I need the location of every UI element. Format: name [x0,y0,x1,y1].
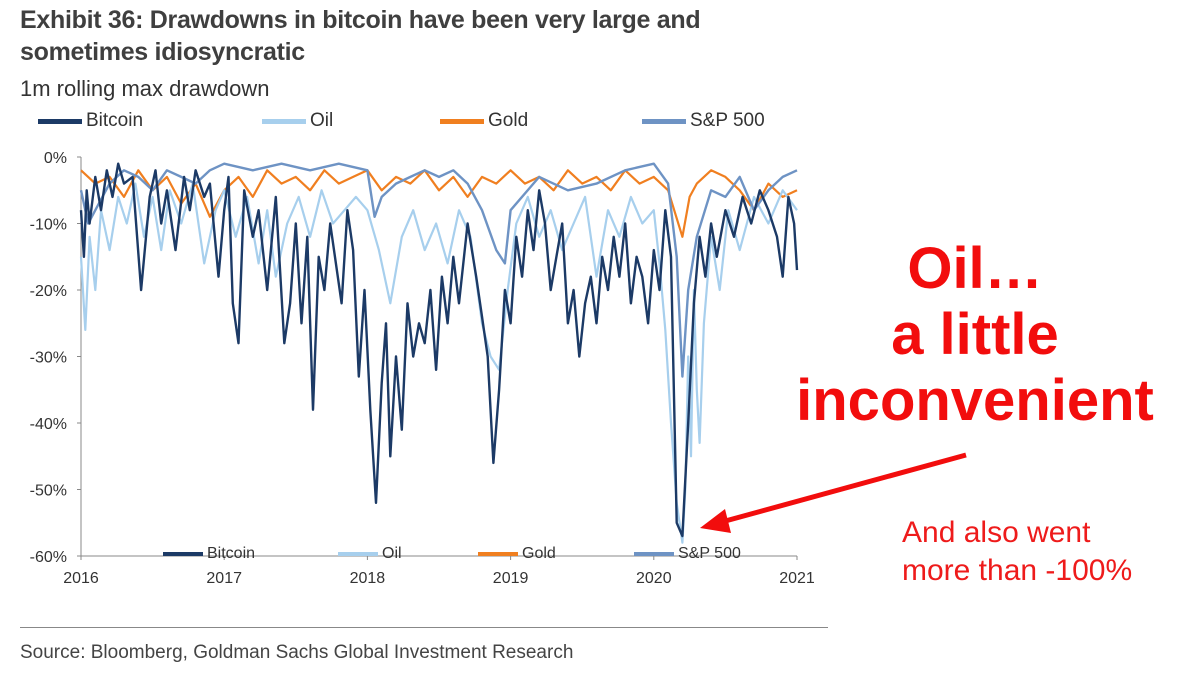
legend-label-gold: Gold [488,110,529,131]
x-tick-label: 2017 [206,570,242,587]
x-tick-label: 2016 [63,570,99,587]
legend-item-gold: Gold [440,110,528,132]
legend-swatch-oil [262,118,306,124]
series-line-gold [80,169,798,238]
y-tick-label: 0% [44,150,67,167]
chart-subtitle: 1m rolling max drawdown [20,76,270,101]
chart-title: Exhibit 36: Drawdowns in bitcoin have be… [20,6,701,66]
annotation-headline: Oil… a little inconvenient [750,236,1200,434]
legend-bottom-sp500: S&P 500 [634,545,741,563]
legend-bottom-gold: Gold [478,545,556,563]
annotation-note-2: more than -100% [902,554,1133,587]
legend-bottom-swatch-bitcoin [163,552,203,556]
annotation-note: And also went more than -100% [902,514,1132,590]
legend-label-bitcoin: Bitcoin [86,110,144,131]
legend-swatch-gold [440,118,484,124]
legend-bottom-oil: Oil [338,545,402,563]
legend-bottom-swatch-oil [338,552,378,556]
legend-bottom-bitcoin: Bitcoin [163,545,255,563]
legend-swatch-bitcoin [38,118,82,124]
x-tick-label: 2020 [636,570,672,587]
legend-bottom-swatch-sp500 [634,552,674,556]
legend-item-sp500: S&P 500 [642,110,765,132]
x-tick-label: 2018 [350,570,386,587]
legend-bottom-label-bitcoin: Bitcoin [207,545,256,562]
legend-item-bitcoin: Bitcoin [38,110,143,132]
legend-label-oil: Oil [310,110,334,131]
x-tick-label: 2021 [779,570,815,587]
legend-label-sp500: S&P 500 [690,110,765,131]
source-divider [20,627,828,628]
legend-bottom-label-sp500: S&P 500 [678,545,741,562]
annotation-arrow-shaft [717,452,967,526]
legend-bottom-swatch-gold [478,552,518,556]
annotation-line-1: Oil… [907,236,1043,301]
y-tick-label: -20% [30,283,67,300]
legend-swatch-sp500 [642,118,686,124]
x-tick-label: 2019 [493,570,529,587]
y-tick-label: -30% [30,350,67,367]
legend-bottom-label-gold: Gold [522,545,556,562]
y-tick-label: -60% [30,549,67,566]
y-tick-label: -40% [30,416,67,433]
legend-bottom-label-oil: Oil [382,545,402,562]
y-tick-label: -50% [30,483,67,500]
legend-item-oil: Oil [262,110,333,132]
annotation-line-2: a little [891,302,1059,367]
annotation-arrow-head [700,509,731,533]
annotation-note-1: And also went [902,516,1091,549]
series-line-oil [79,182,798,544]
series-line-s-p-500 [79,162,798,378]
y-tick-label: -10% [30,217,67,234]
annotation-line-3: inconvenient [796,368,1154,433]
series-line-bitcoin [79,162,799,538]
source-note: Source: Bloomberg, Goldman Sachs Global … [20,642,574,663]
